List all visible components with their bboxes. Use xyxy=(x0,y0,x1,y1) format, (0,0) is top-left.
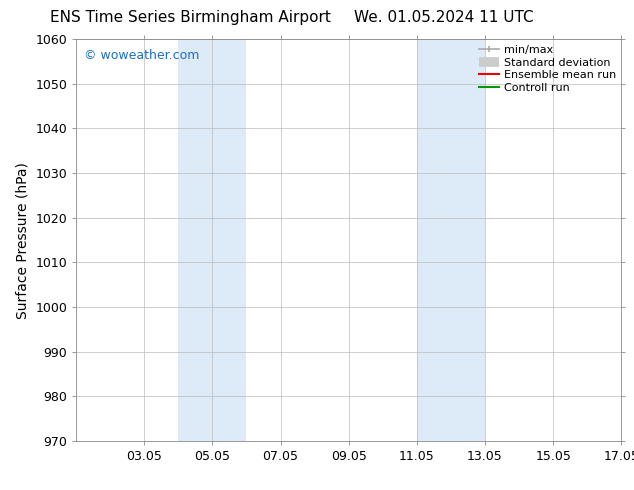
Text: ENS Time Series Birmingham Airport: ENS Time Series Birmingham Airport xyxy=(49,10,331,25)
Bar xyxy=(178,39,247,441)
Text: We. 01.05.2024 11 UTC: We. 01.05.2024 11 UTC xyxy=(354,10,534,25)
Y-axis label: Surface Pressure (hPa): Surface Pressure (hPa) xyxy=(16,162,30,318)
Bar xyxy=(417,39,485,441)
Legend: min/max, Standard deviation, Ensemble mean run, Controll run: min/max, Standard deviation, Ensemble me… xyxy=(477,43,618,96)
Text: © woweather.com: © woweather.com xyxy=(84,49,200,62)
